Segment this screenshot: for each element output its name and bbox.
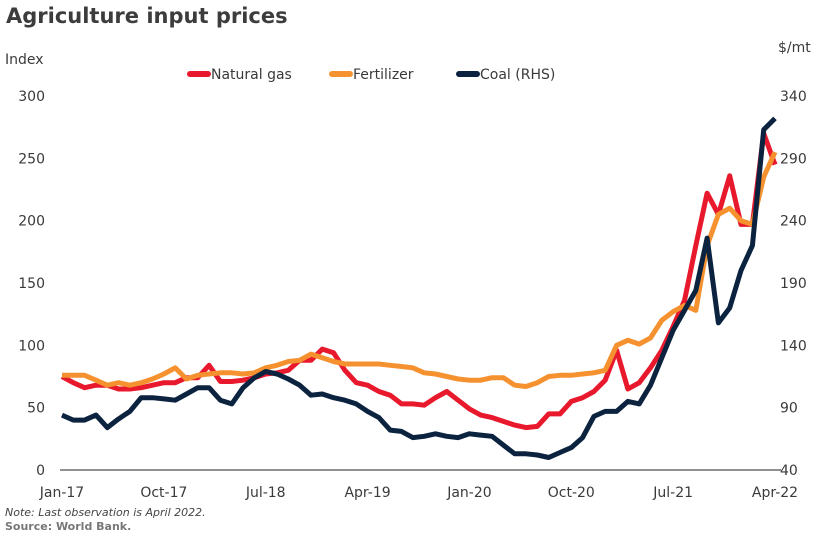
x-tick-label: Jan-20 xyxy=(446,485,491,501)
right-tick-label: 40 xyxy=(780,463,798,479)
series-line-coal-rhs xyxy=(60,116,777,460)
left-tick-label: 300 xyxy=(18,89,45,105)
right-tick-label: 190 xyxy=(780,276,807,292)
left-tick-label: 0 xyxy=(36,463,45,479)
x-tick-label: Jul-18 xyxy=(245,485,286,501)
x-tick-label: Apr-19 xyxy=(344,485,390,501)
x-tick-label: Apr-22 xyxy=(752,485,798,501)
x-tick-label: Jul-21 xyxy=(652,485,693,501)
x-tick-label: Jan-17 xyxy=(39,485,84,501)
right-tick-label: 240 xyxy=(780,214,807,230)
legend-label: Coal (RHS) xyxy=(480,67,555,83)
right-axis-label: $/mt xyxy=(778,40,811,56)
x-tick-label: Oct-20 xyxy=(548,485,595,501)
chart-title: Agriculture input prices xyxy=(6,4,288,28)
right-tick-label: 340 xyxy=(780,89,807,105)
left-tick-label: 200 xyxy=(18,214,45,230)
right-tick-label: 290 xyxy=(780,151,807,167)
x-tick-label: Oct-17 xyxy=(140,485,187,501)
left-tick-label: 250 xyxy=(18,151,45,167)
series-line-natural-gas xyxy=(60,130,778,431)
left-tick-label: 100 xyxy=(18,338,45,354)
right-tick-label: 90 xyxy=(780,401,798,417)
chart-note: Note: Last observation is April 2022. xyxy=(5,506,206,519)
left-tick-label: 150 xyxy=(18,276,45,292)
chart-source: Source: World Bank. xyxy=(5,520,132,533)
left-tick-label: 50 xyxy=(27,401,45,417)
series-line-fertilizer xyxy=(62,151,778,389)
right-tick-label: 140 xyxy=(780,338,807,354)
legend-label: Natural gas xyxy=(211,67,292,83)
left-axis-label: Index xyxy=(5,52,44,68)
legend-label: Fertilizer xyxy=(353,67,414,83)
